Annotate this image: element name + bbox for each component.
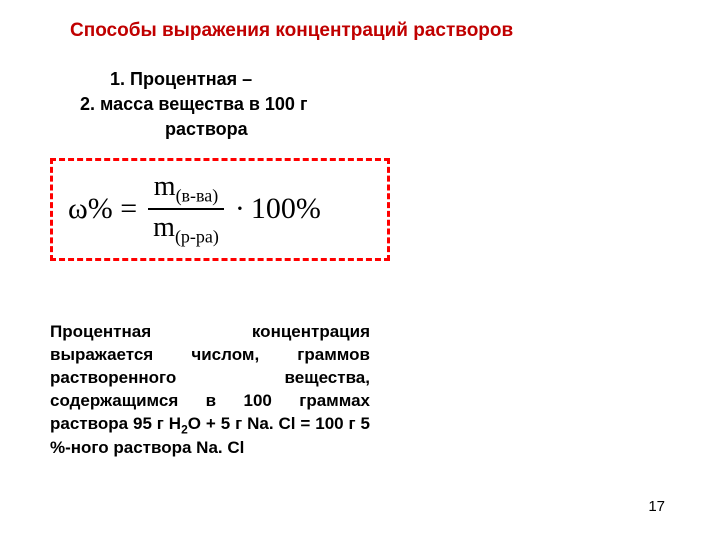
- formula-denominator: m(р-ра): [147, 210, 225, 248]
- list-num-1: 1.: [110, 69, 125, 89]
- list-item-2: 2. масса вещества в 100 г: [80, 92, 670, 117]
- slide-title: Способы выражения концентраций растворов: [70, 20, 670, 42]
- den-sub: (р-ра): [175, 227, 219, 247]
- formula-dot: ·: [235, 192, 245, 226]
- formula-fraction: m(в-ва) m(р-ра): [147, 171, 225, 248]
- definition-list: 1. Процентная – 2. масса вещества в 100 …: [110, 67, 670, 143]
- formula: ω% = m(в-ва) m(р-ра) · 100%: [68, 171, 372, 248]
- formula-hundred: 100%: [251, 192, 321, 226]
- den-main: m: [153, 212, 175, 243]
- list-text-2b: раствора: [165, 119, 248, 139]
- formula-numerator: m(в-ва): [148, 171, 225, 211]
- list-num-2: 2.: [80, 94, 95, 114]
- page-number: 17: [648, 498, 665, 515]
- num-main: m: [154, 171, 176, 202]
- list-item-1: 1. Процентная –: [110, 67, 670, 92]
- description-text: Процентная концентрация выражается число…: [50, 321, 370, 460]
- list-text-2a: масса вещества в 100 г: [100, 94, 307, 114]
- list-item-2b: раствора: [165, 117, 670, 142]
- list-text-1: Процентная –: [130, 69, 252, 89]
- formula-box: ω% = m(в-ва) m(р-ра) · 100%: [50, 158, 390, 261]
- desc-sub1: 2: [181, 422, 188, 436]
- num-sub: (в-ва): [176, 185, 219, 205]
- formula-omega: ω% =: [68, 192, 137, 226]
